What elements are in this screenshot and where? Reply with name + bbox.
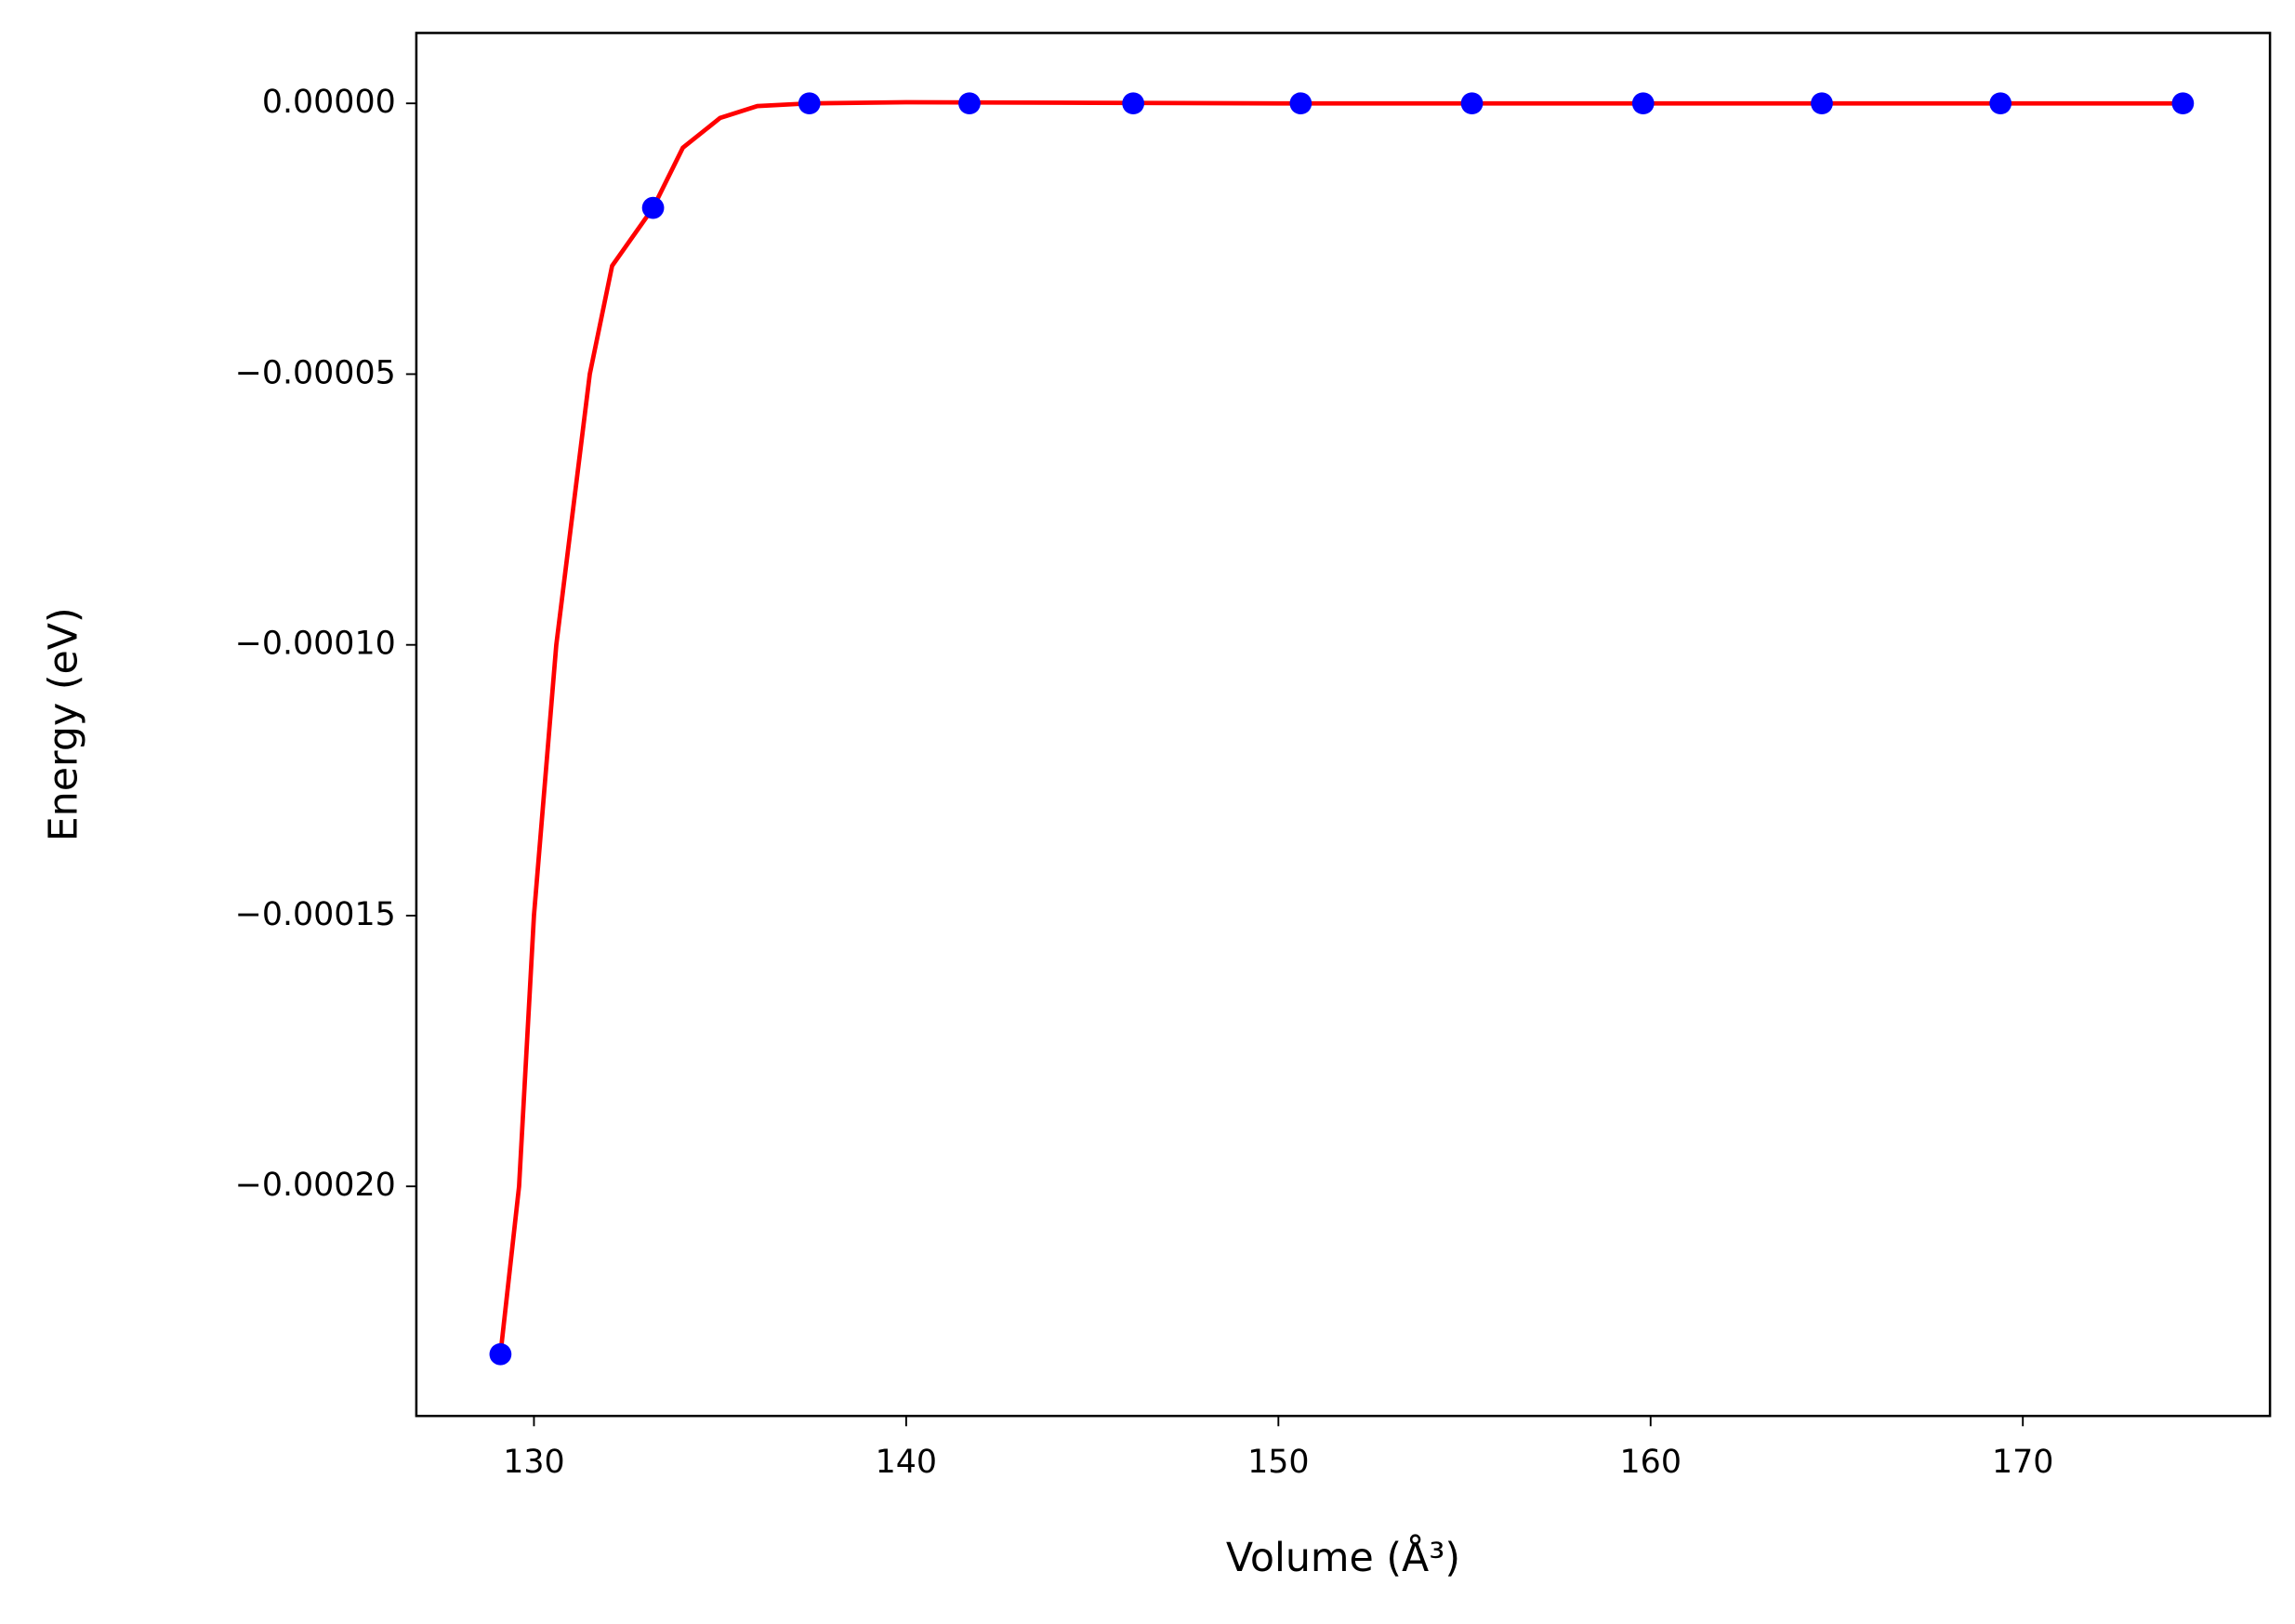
y-tick-label: 0.00000 [262,84,396,121]
data-point [1460,92,1484,115]
data-point [1631,92,1655,115]
x-tick-label: 150 [1247,1444,1309,1481]
x-tick-label: 140 [876,1444,937,1481]
y-tick-label: −0.00015 [235,896,396,933]
data-point [641,196,665,219]
data-point [798,92,821,115]
data-point [1289,92,1312,115]
y-tick-label: −0.00010 [235,626,396,663]
data-point [489,1342,512,1366]
data-point [1811,92,1833,115]
data-point [2171,92,2195,115]
x-axis-label: Volume (Å³) [1226,1534,1460,1581]
plot-frame [415,32,2272,1418]
data-point [958,92,981,115]
data-point [1989,92,2012,115]
y-axis-label: Energy (eV) [41,607,87,841]
x-tick-label: 160 [1620,1444,1682,1481]
x-tick-label: 130 [503,1444,564,1481]
x-tick-label: 170 [1992,1444,2053,1481]
y-tick-label: −0.00005 [235,354,396,391]
data-point [1122,92,1145,115]
fit-line [498,99,2183,1355]
y-tick-label: −0.00020 [235,1167,396,1204]
